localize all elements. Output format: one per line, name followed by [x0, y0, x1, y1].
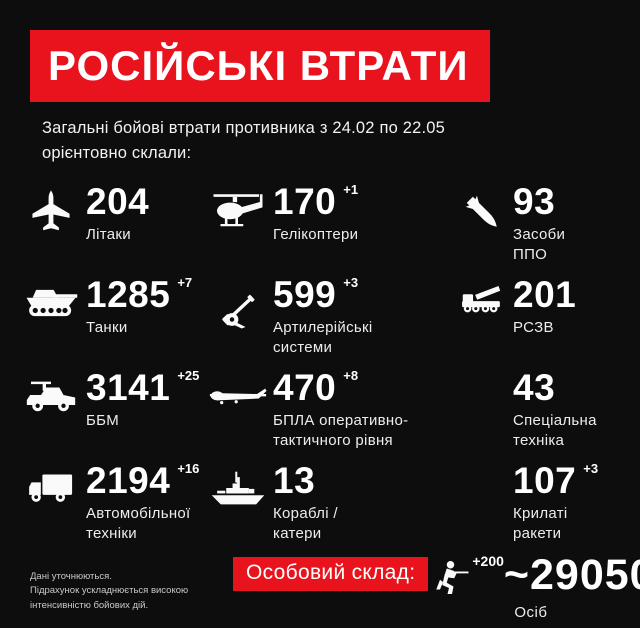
bottom-bar: Дані уточнюються. Підрахунок ускладнюєть… — [0, 550, 640, 622]
stat-label: Крилаті ракети — [513, 504, 568, 542]
personnel-value: ~29050 — [503, 550, 640, 599]
stat-air-defense: 93 Засоби ППО — [457, 183, 640, 276]
warship-icon — [209, 462, 267, 555]
stat-value: 93 — [513, 180, 556, 222]
stat-label: Артилерійські системи — [273, 318, 373, 356]
mlrs-truck-icon — [457, 276, 507, 369]
stat-label: Танки — [86, 318, 128, 336]
stat-delta: +7 — [177, 274, 193, 290]
helicopter-icon — [209, 183, 267, 276]
personnel-unit: Осіб — [514, 604, 548, 622]
stat-artillery: 599 +3 Артилерійські системи — [209, 273, 457, 369]
stat-uav: 470 +8 БПЛА оперативно- тактичного рівня — [209, 366, 457, 462]
stat-value: 470 — [273, 366, 337, 408]
fighter-jet-icon — [22, 183, 80, 276]
stat-delta: +16 — [177, 460, 200, 476]
stat-delta: +3 — [583, 460, 599, 476]
header-banner: РОСІЙСЬКІ ВТРАТИ — [30, 30, 490, 102]
stat-label: Гелікоптери — [273, 225, 359, 243]
armored-vehicle-icon — [22, 369, 80, 462]
personnel-stat: +200 ~29050 Осіб — [472, 550, 640, 622]
personnel-badge: Особовий склад: — [233, 556, 429, 591]
tank-icon — [22, 276, 80, 369]
stat-value: 170 — [273, 180, 337, 222]
stat-value: 107 — [513, 459, 577, 501]
stat-value: 599 — [273, 273, 337, 315]
footnote: Дані уточнюються. Підрахунок ускладнюєть… — [30, 570, 189, 611]
stat-value: 43 — [513, 366, 556, 408]
no-icon — [457, 369, 507, 462]
stat-label: Спеціальна техніка — [513, 411, 597, 449]
no-icon — [457, 462, 507, 555]
stat-label: Літаки — [86, 225, 131, 243]
drone-icon — [209, 369, 267, 462]
stat-label: РСЗВ — [513, 318, 554, 336]
missile-icon — [457, 183, 507, 276]
stat-label: Кораблі / катери — [273, 504, 338, 542]
stat-special-equipment: 43 Спеціальна техніка — [457, 369, 640, 462]
stat-value: 13 — [273, 459, 316, 501]
stat-tanks: 1285 +7 Танки — [22, 273, 209, 369]
stat-label: БПЛА оперативно- тактичного рівня — [273, 411, 409, 449]
stat-helicopters: 170 +1 Гелікоптери — [209, 180, 457, 276]
stat-vehicles: 2194 +16 Автомобільної техніки — [22, 459, 209, 555]
stats-grid: 204 Літаки 170 +1 Гелікоптери 93 Засоби П… — [22, 180, 640, 555]
stat-mlrs: 201 РСЗВ — [457, 276, 640, 369]
stat-armored-vehicles: 3141 +25 ББМ — [22, 366, 209, 462]
stat-value: 2194 — [86, 459, 171, 501]
subtitle: Загальні бойові втрати противника з 24.0… — [42, 119, 446, 162]
stat-ships: 13 Кораблі / катери — [209, 462, 457, 555]
truck-icon — [22, 462, 80, 555]
stat-delta: +1 — [343, 181, 359, 197]
stat-delta: +8 — [343, 367, 359, 383]
stat-cruise-missiles: 107 +3 Крилаті ракети — [457, 459, 640, 555]
stat-label: ББМ — [86, 411, 120, 429]
stat-value: 201 — [513, 273, 577, 315]
stat-value: 204 — [86, 180, 150, 222]
page-title: РОСІЙСЬКІ ВТРАТИ — [48, 42, 469, 89]
stat-value: 1285 — [86, 273, 171, 315]
artillery-icon — [209, 276, 267, 369]
stat-label: Автомобільної техніки — [86, 504, 191, 542]
stat-aircraft: 204 Літаки — [22, 183, 209, 276]
stat-delta: +25 — [177, 367, 200, 383]
personnel-delta: +200 — [472, 552, 504, 569]
stat-delta: +3 — [343, 274, 359, 290]
stat-value: 3141 — [86, 366, 171, 408]
stat-label: Засоби ППО — [513, 225, 566, 263]
soldier-icon — [434, 558, 470, 599]
